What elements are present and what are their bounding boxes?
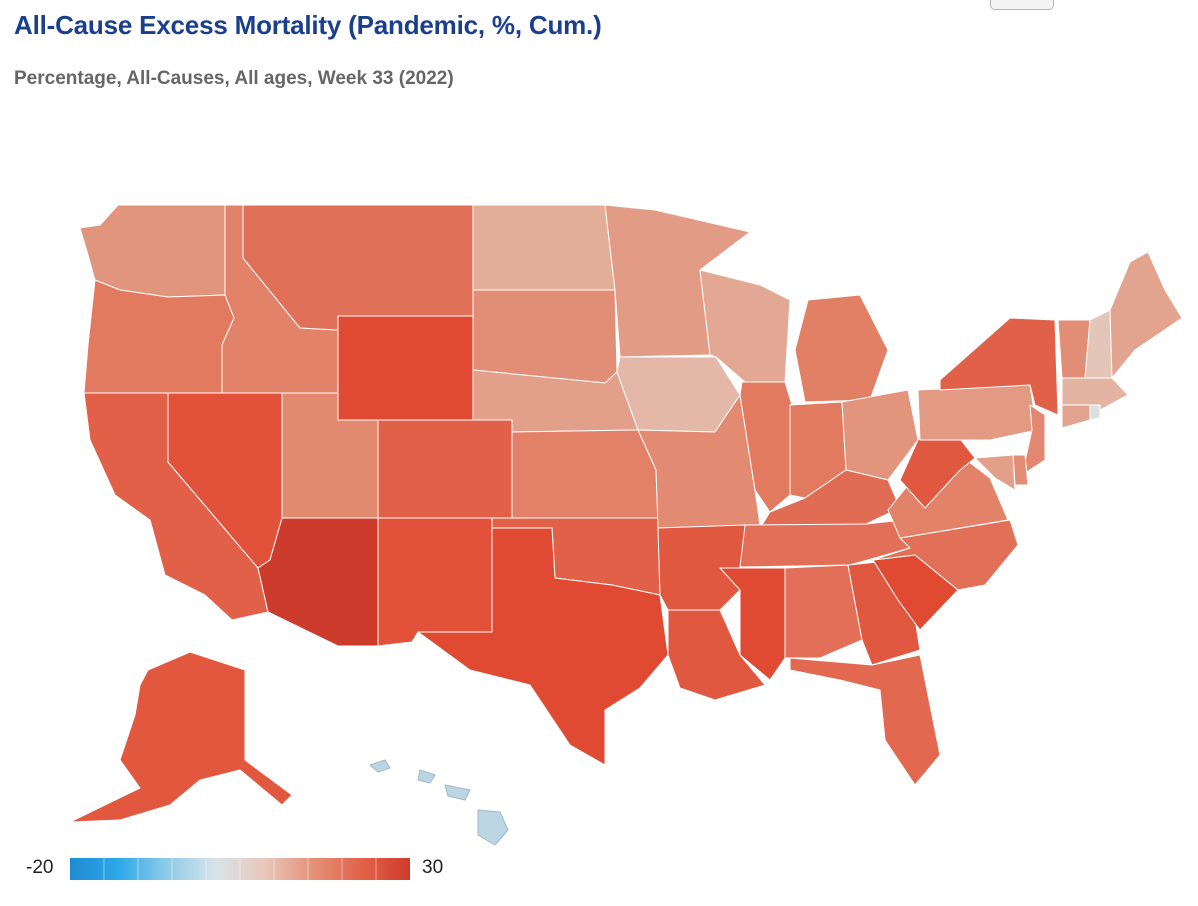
state-tx[interactable]	[417, 527, 669, 766]
state-hi[interactable]	[369, 759, 509, 846]
state-ny[interactable]	[939, 317, 1059, 416]
state-ma[interactable]	[1061, 377, 1129, 411]
state-or[interactable]	[83, 279, 235, 394]
state-de[interactable]	[1012, 454, 1029, 486]
state-ak[interactable]	[69, 651, 293, 823]
state-vt[interactable]	[1057, 319, 1091, 379]
state-mo[interactable]	[637, 394, 761, 529]
state-nj[interactable]	[1021, 404, 1046, 476]
us-choropleth-map	[69, 204, 1183, 846]
state-ia[interactable]	[616, 356, 741, 433]
state-me[interactable]	[1109, 251, 1183, 379]
state-wy[interactable]	[337, 315, 474, 421]
chart-title: All-Cause Excess Mortality (Pandemic, %,…	[14, 10, 602, 40]
legend-color-bar	[70, 858, 410, 880]
chart-subtitle: Percentage, All-Causes, All ages, Week 3…	[14, 68, 454, 89]
state-la[interactable]	[667, 609, 766, 701]
menu-button[interactable]	[990, 0, 1054, 10]
legend-max-label: 30	[422, 857, 444, 878]
state-nm[interactable]	[377, 517, 493, 647]
state-md[interactable]	[974, 454, 1016, 491]
state-ct[interactable]	[1061, 404, 1091, 429]
state-il[interactable]	[739, 381, 793, 513]
legend-min-label: -20	[26, 857, 54, 878]
state-ks[interactable]	[511, 429, 659, 519]
state-nd[interactable]	[472, 204, 616, 291]
state-mi[interactable]	[794, 294, 889, 403]
state-sd[interactable]	[472, 289, 618, 384]
state-az[interactable]	[257, 517, 379, 647]
state-al[interactable]	[784, 564, 863, 659]
state-co[interactable]	[377, 419, 513, 519]
state-oh[interactable]	[841, 389, 919, 481]
state-nc[interactable]	[872, 519, 1019, 591]
state-pa[interactable]	[917, 384, 1038, 441]
state-ri[interactable]	[1089, 404, 1101, 421]
state-fl[interactable]	[789, 654, 941, 786]
